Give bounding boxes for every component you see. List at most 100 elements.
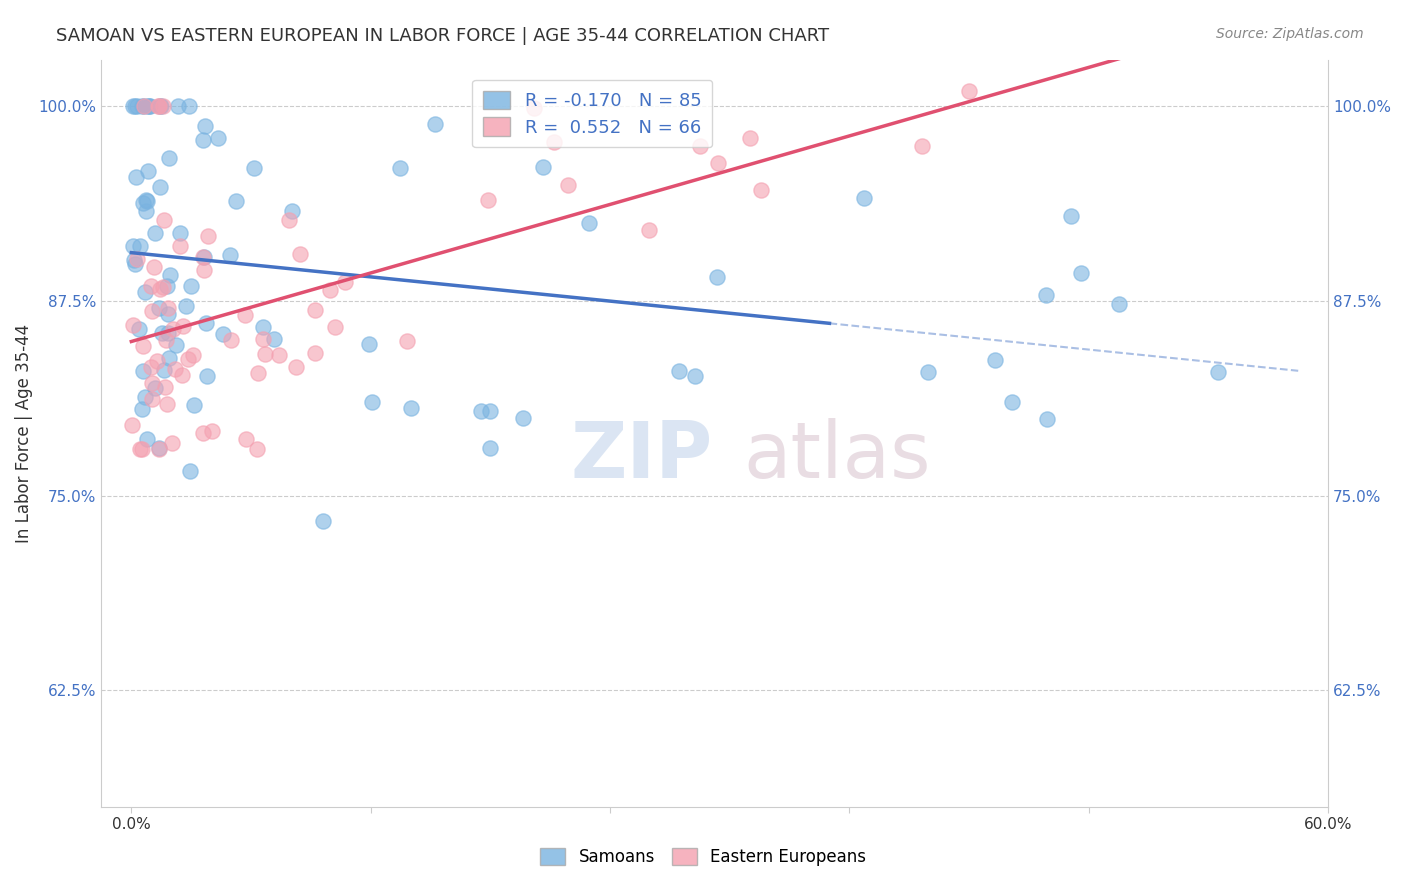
Point (172, 318, 194, 333)
Point (152, 213, 174, 227)
Point (1035, 287, 1057, 301)
Point (134, 285, 156, 300)
Point (207, 130, 229, 145)
Point (212, 327, 235, 342)
Point (219, 333, 242, 347)
Point (225, 194, 247, 209)
Point (148, 301, 170, 316)
Point (122, 252, 145, 267)
Point (183, 398, 205, 412)
Y-axis label: In Labor Force | Age 35-44: In Labor Force | Age 35-44 (15, 324, 32, 543)
Point (285, 359, 308, 374)
Point (157, 307, 180, 321)
Point (247, 366, 270, 380)
Point (246, 442, 269, 456)
Point (478, 442, 501, 456)
Point (159, 268, 181, 282)
Point (125, 170, 148, 185)
Point (141, 304, 163, 318)
Point (263, 332, 285, 346)
Point (136, 432, 159, 446)
Point (288, 247, 311, 261)
Point (740, 131, 762, 145)
Point (683, 368, 706, 383)
Point (128, 322, 150, 336)
Point (323, 320, 346, 334)
Point (141, 359, 163, 374)
Point (135, 193, 157, 207)
Point (477, 193, 499, 207)
Point (1059, 209, 1081, 223)
Point (124, 257, 146, 271)
Point (312, 514, 335, 528)
Point (131, 442, 153, 456)
Legend: R = -0.170   N = 85, R =  0.552   N = 66: R = -0.170 N = 85, R = 0.552 N = 66 (472, 80, 713, 147)
Point (149, 282, 172, 296)
Point (470, 404, 492, 418)
Point (141, 392, 163, 407)
Point (183, 348, 205, 362)
Point (125, 99, 148, 113)
Point (917, 365, 939, 379)
Point (152, 280, 174, 294)
Point (135, 194, 157, 208)
Point (689, 139, 711, 153)
Point (218, 248, 240, 262)
Point (169, 239, 191, 253)
Point (389, 161, 412, 176)
Point (148, 99, 170, 113)
Point (153, 380, 176, 394)
Point (150, 326, 173, 340)
Point (333, 275, 356, 289)
Point (143, 226, 166, 240)
Point (131, 364, 153, 378)
Point (132, 339, 155, 353)
Point (512, 410, 534, 425)
Point (127, 252, 149, 266)
Point (166, 99, 188, 113)
Text: Source: ZipAtlas.com: Source: ZipAtlas.com (1216, 27, 1364, 41)
Point (253, 347, 276, 361)
Point (131, 99, 153, 113)
Point (543, 135, 565, 149)
Point (174, 299, 197, 313)
Point (136, 99, 159, 113)
Point (153, 363, 176, 377)
Point (169, 226, 191, 240)
Point (531, 160, 554, 174)
Point (160, 435, 183, 450)
Point (1070, 266, 1092, 280)
Point (177, 99, 200, 113)
Point (191, 250, 214, 264)
Point (139, 278, 162, 293)
Legend: Samoans, Eastern Europeans: Samoans, Eastern Europeans (531, 840, 875, 875)
Point (201, 424, 224, 438)
Point (357, 337, 380, 351)
Point (668, 364, 690, 378)
Point (132, 195, 155, 210)
Point (165, 362, 187, 376)
Point (143, 381, 166, 395)
Point (191, 133, 214, 147)
Point (195, 368, 218, 383)
Point (179, 463, 201, 477)
Point (128, 239, 150, 253)
Point (156, 396, 179, 410)
Point (122, 239, 145, 253)
Point (852, 191, 875, 205)
Point (121, 318, 143, 333)
Point (193, 263, 215, 277)
Point (156, 278, 179, 293)
Point (959, 84, 981, 98)
Point (141, 376, 163, 390)
Point (152, 99, 174, 113)
Point (148, 442, 170, 456)
Point (243, 161, 266, 175)
Point (194, 120, 217, 134)
Point (706, 270, 728, 285)
Point (638, 223, 661, 237)
Point (1035, 412, 1057, 426)
Point (146, 353, 169, 368)
Point (252, 319, 274, 334)
Point (193, 250, 215, 264)
